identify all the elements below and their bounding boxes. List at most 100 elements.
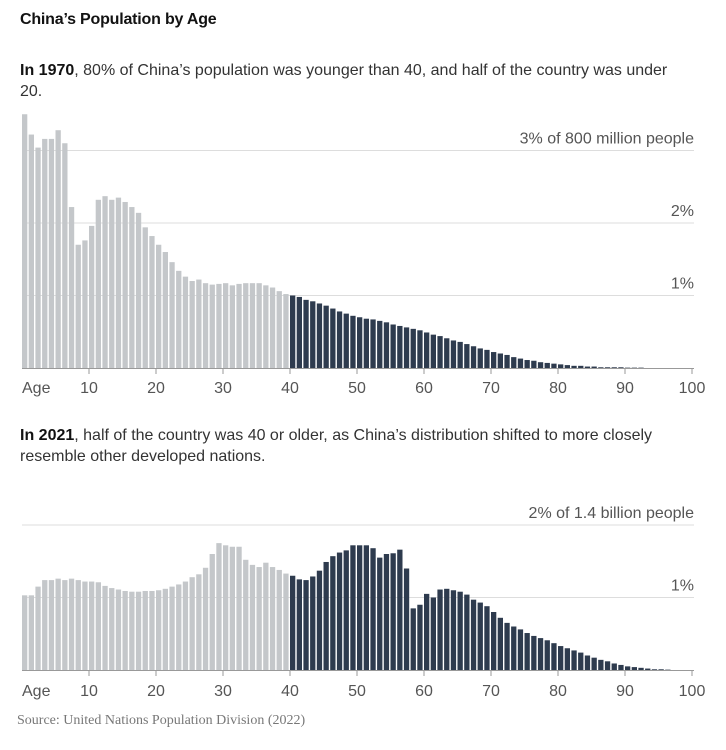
bar-2021-age-44: [316, 570, 323, 670]
tick-label-2021-80: 80: [549, 683, 567, 700]
bar-2021-age-32: [236, 546, 242, 670]
bar-2021-age-4: [48, 580, 55, 670]
bar-2021-age-38: [276, 569, 282, 670]
bars-2021: [22, 543, 671, 670]
bar-2021-age-30: [223, 545, 229, 670]
bar-2021-age-86: [598, 659, 604, 670]
panel-2021-lead: In 2021: [20, 427, 75, 444]
bar-1970-age-58: [410, 328, 416, 368]
bar-1970-age-86: [598, 367, 604, 368]
bar-2021-age-77: [537, 638, 544, 670]
bar-2021-age-59: [417, 604, 423, 670]
bar-2021-age-33: [243, 559, 249, 670]
bar-1970-age-59: [417, 330, 423, 368]
bar-1970-age-43: [310, 301, 316, 368]
bar-1970-age-18: [142, 227, 148, 368]
bar-1970-age-44: [316, 303, 323, 368]
tick-label-1970-50: 50: [348, 380, 366, 397]
bar-2021-age-66: [464, 594, 470, 670]
bar-2021-age-80: [558, 646, 564, 670]
gridline-label-2021-1: 2% of 1.4 billion people: [529, 505, 695, 522]
bar-2021-age-21: [162, 588, 168, 670]
bar-2021-age-43: [310, 576, 316, 670]
bar-2021-age-1: [28, 595, 34, 670]
bar-2021-age-25: [189, 577, 195, 670]
bar-2021-age-37: [269, 567, 276, 670]
bar-1970-age-55: [390, 324, 396, 368]
bar-2021-age-46: [330, 556, 336, 670]
bar-2021-age-27: [202, 567, 209, 670]
tick-label-2021-30: 30: [214, 683, 232, 700]
bar-2021-age-92: [638, 667, 644, 670]
bar-2021-age-2: [35, 586, 41, 670]
bar-2021-age-65: [457, 591, 463, 670]
bar-1970-age-48: [343, 313, 349, 368]
bar-2021-age-60: [424, 593, 430, 670]
bar-1970-age-61: [430, 334, 436, 368]
tick-label-2021-100: 100: [679, 683, 706, 700]
panel-1970-text: , 80% of China’s population was younger …: [20, 62, 668, 100]
bar-1970-age-78: [544, 362, 550, 368]
bar-2021-age-15: [122, 590, 128, 670]
bar-2021-age-48: [343, 550, 349, 670]
bar-2021-age-53: [377, 557, 383, 670]
tick-label-1970-40: 40: [281, 380, 299, 397]
bar-2021-age-17: [135, 591, 142, 670]
bar-1970-age-47: [336, 311, 343, 368]
bar-1970-age-81: [564, 365, 570, 368]
bar-1970-age-5: [55, 130, 61, 368]
bar-1970-age-15: [122, 201, 128, 368]
bar-2021-age-61: [430, 597, 436, 670]
bar-1970-age-26: [196, 279, 202, 368]
bar-2021-age-8: [75, 580, 81, 670]
bar-2021-age-20: [156, 590, 162, 670]
bar-1970-age-37: [269, 287, 276, 368]
panel-1970-description: In 1970, 80% of China’s population was y…: [20, 60, 680, 102]
bar-2021-age-39: [283, 573, 289, 670]
bar-1970-age-72: [504, 354, 510, 368]
bar-2021-age-36: [263, 562, 269, 670]
bar-1970-age-22: [169, 262, 175, 368]
bar-1970-age-0: [22, 114, 28, 368]
bar-2021-age-75: [524, 633, 530, 670]
tick-label-2021-70: 70: [482, 683, 500, 700]
bar-1970-age-85: [591, 366, 597, 368]
bar-2021-age-51: [363, 545, 369, 670]
bar-2021-age-81: [564, 648, 570, 670]
bar-2021-age-73: [511, 626, 517, 670]
axis-1970: Age 10 20 30 40 50 60 70 80 90 100: [22, 368, 705, 397]
bar-1970-age-80: [558, 364, 564, 368]
bar-2021-age-31: [229, 546, 235, 670]
bar-1970-age-42: [303, 299, 309, 368]
bar-1970-age-25: [189, 281, 195, 368]
bar-2021-age-78: [544, 640, 550, 670]
bar-1970-age-70: [491, 352, 497, 368]
bar-1970-age-69: [484, 349, 490, 368]
tick-label-1970-70: 70: [482, 380, 500, 397]
bar-1970-age-6: [62, 143, 68, 368]
bar-1970-age-17: [135, 212, 142, 368]
bar-2021-age-82: [571, 650, 577, 670]
bar-2021-age-45: [323, 561, 329, 670]
bar-2021-age-23: [176, 584, 182, 670]
bar-1970-age-14: [115, 197, 122, 368]
bar-1970-age-10: [89, 225, 95, 368]
bar-1970-age-27: [202, 283, 209, 368]
bar-1970-age-75: [524, 360, 530, 368]
bar-1970-age-50: [357, 317, 363, 368]
bar-2021-age-91: [631, 667, 637, 670]
bar-2021-age-54: [383, 554, 390, 670]
bar-1970-age-52: [370, 319, 376, 368]
bar-1970-age-74: [517, 358, 524, 368]
bar-2021-age-28: [209, 554, 215, 670]
bar-2021-age-35: [256, 567, 262, 670]
bar-1970-age-8: [75, 244, 81, 368]
panel-1970-lead: In 1970: [20, 62, 75, 79]
tick-label-1970-80: 80: [549, 380, 567, 397]
bar-2021-age-64: [450, 590, 457, 670]
bar-2021-age-88: [611, 663, 617, 670]
bar-1970-age-31: [229, 285, 235, 368]
bar-1970-age-28: [209, 284, 215, 368]
source-note: Source: United Nations Population Divisi…: [17, 713, 306, 728]
bar-1970-age-46: [330, 308, 336, 368]
